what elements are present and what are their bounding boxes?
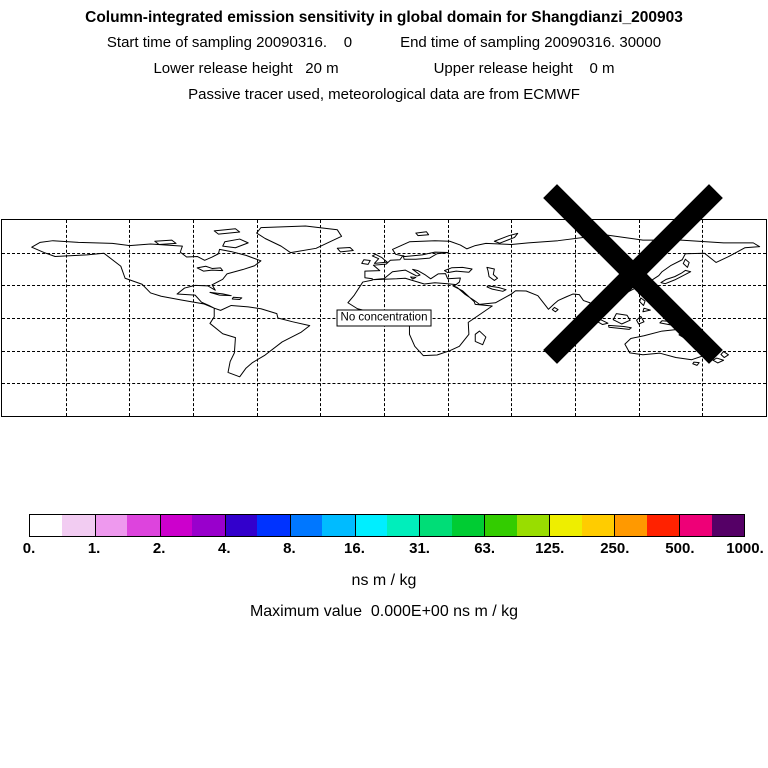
colorbar-tick-label: 250. [600,540,630,557]
colorbar-cell [94,515,128,536]
colorbar-cell [614,515,647,536]
figure-title: Column-integrated emission sensitivity i… [85,9,683,26]
grid-parallel-line [2,383,766,385]
colorbar-tick-label: 125. [535,540,565,557]
colorbar-tick-label: 2. [152,540,166,557]
colorbar-cell [386,515,420,536]
colorbar-separator [679,515,681,536]
colorbar-tick-label: 1. [87,540,101,557]
tracer-info-text: Passive tracer used, meteorological data… [188,86,580,103]
grid-parallel-line [2,350,766,352]
colorbar-tick-label: 8. [283,540,296,557]
colorbar-cell [159,515,193,536]
colorbar-separator [549,515,551,536]
maximum-value-label: Maximum value 0.000E+00 ns m / kg [249,603,519,620]
colorbar-tick-label: 0. [22,540,36,557]
colorbar-tick-label: 4. [218,540,231,557]
colorbar-cell [62,515,95,536]
coastline-layer [2,220,766,416]
colorbar-separator [289,515,291,536]
coastlines [32,226,760,377]
colorbar-cell [354,515,387,536]
colorbar-cell [679,515,712,536]
colorbar-cell [581,515,615,536]
sampling-time-line: Start time of sampling 20090316. 0 End t… [0,30,768,56]
start-time-text: Start time of sampling 20090316. 0 [106,34,353,51]
colorbar-separator [94,515,96,536]
colorbar-cell [484,515,517,536]
colorbar-tick-label: 16. [344,540,365,557]
grid-parallel-line [2,252,766,254]
no-concentration-box: No concentration [336,309,432,327]
colorbar-cell [127,515,160,536]
colorbar-separator [159,515,161,536]
colorbar-separator [419,515,421,536]
colorbar [29,514,745,537]
station-marker [542,183,723,364]
upper-release-height-text: Upper release height 0 m [433,60,615,77]
end-time-text: End time of sampling 20090316. 30000 [400,34,662,51]
colorbar-cell [516,515,550,536]
colorbar-cell [257,515,290,536]
colorbar-tick-labels: 0. 1. 2. 4. 8. 16. 31. 63. 125. 250. 500. 1000. [23,537,764,559]
colorbar-cell [419,515,452,536]
colorbar-cell [322,515,355,536]
colorbar-tick-label: 31. [409,540,430,557]
release-height-line: Lower release height 20 m Upper release … [0,56,768,82]
colorbar-separator [224,515,226,536]
colorbar-cell [646,515,680,536]
colorbar-cell [711,515,744,536]
colorbar-cell [224,515,258,536]
colorbar-cell [289,515,323,536]
colorbar-cell [549,515,582,536]
colorbar-units-label: ns m / kg [351,572,417,589]
colorbar-separator [354,515,356,536]
colorbar-cell [192,515,225,536]
colorbar-tick-label: 1000. [726,540,764,557]
colorbar-cell [451,515,485,536]
colorbar-cell [30,515,63,536]
world-map: No concentration [1,183,767,417]
lower-release-height-text: Lower release height 20 m [153,60,339,77]
colorbar-separator [484,515,486,536]
colorbar-separator [614,515,616,536]
colorbar-tick-label: 63. [474,540,496,557]
station-marker-stroke [542,183,723,364]
grid-parallel-line [2,285,766,287]
colorbar-tick-label: 500. [665,540,695,557]
figure-header: Column-integrated emission sensitivity i… [0,0,768,108]
